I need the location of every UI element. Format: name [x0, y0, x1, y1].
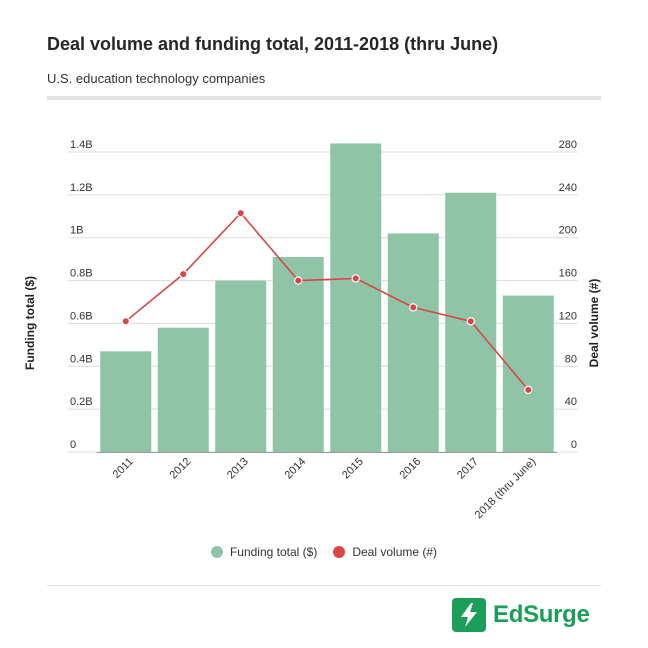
header-divider [47, 96, 601, 100]
x-tick-label: 2018 (thru June) [473, 456, 539, 522]
chart-title: Deal volume and funding total, 2011-2018… [47, 34, 499, 54]
bar-2015 [330, 143, 382, 452]
chart-subtitle: U.S. education technology companies [47, 71, 266, 86]
y-tick-label-left: 0 [70, 439, 76, 451]
deal-point-2018 [524, 385, 533, 395]
bar-2012 [157, 327, 209, 452]
legend-swatch-deals [333, 546, 346, 558]
y-tick-label-right: 200 [559, 225, 577, 237]
deal-point-2013 [236, 208, 245, 218]
y-tick-label-right: 280 [559, 139, 577, 151]
y-tick-label-left: 0.8B [70, 268, 93, 280]
y-tick-label-right: 0 [571, 439, 577, 451]
x-tick-label: 2016 [398, 456, 424, 482]
deal-point-2017 [466, 317, 475, 326]
deal-point-2011 [121, 317, 130, 326]
deal-point-2012 [179, 269, 188, 279]
legend-label-funding: Funding total ($) [229, 545, 318, 559]
edsurge-bolt-icon [452, 598, 486, 632]
y-axis-label-right: Deal volume (#) [587, 278, 601, 368]
y-tick-label-left: 0.2B [70, 396, 93, 408]
y-tick-label-left: 1.4B [70, 139, 93, 151]
bar-2014 [272, 257, 324, 452]
y-tick-label-left: 1.2B [70, 182, 93, 194]
x-tick-label: 2012 [168, 456, 194, 482]
legend-swatch-funding [210, 546, 223, 558]
legend-item-deals: Deal volume (#) [333, 545, 437, 559]
y-tick-label-right: 240 [559, 182, 577, 194]
y-tick-label-left: 1B [70, 225, 83, 237]
footer-divider [47, 585, 601, 586]
deal-point-2015 [351, 274, 360, 283]
bar-2013 [215, 280, 267, 452]
deal-volume-line [125, 211, 529, 391]
brand-logo: EdSurge [452, 598, 590, 632]
deal-point-2014 [294, 276, 303, 285]
brand-name: EdSurge [493, 601, 590, 628]
y-axis-label-left: Funding total ($) [23, 276, 37, 370]
y-tick-label-right: 40 [565, 396, 577, 408]
deal-point-2016 [409, 303, 418, 312]
bar-2011 [100, 351, 152, 452]
y-tick-label-right: 80 [565, 353, 577, 365]
legend-label-deals: Deal volume (#) [352, 545, 438, 559]
y-tick-label-right: 120 [559, 310, 577, 322]
x-tick-label: 2011 [111, 456, 136, 481]
y-tick-label-right: 160 [559, 268, 577, 280]
combo-chart: 0 0.2B 0.4B 0.6B 0.8B 1B 1.2B 1.4B 0 40 80 120 160 20… [68, 139, 578, 522]
x-tick-label: 2017 [455, 456, 481, 482]
chart-legend: Funding total ($) Deal volume (#) [0, 545, 648, 559]
x-tick-label: 2014 [283, 456, 309, 482]
x-tick-label: 2015 [340, 456, 366, 482]
legend-item-funding: Funding total ($) [210, 545, 318, 559]
x-tick-label: 2013 [225, 456, 251, 482]
bar-2018 [502, 295, 554, 452]
y-tick-label-left: 0.4B [70, 353, 93, 365]
y-tick-label-left: 0.6B [70, 310, 93, 322]
bar-2016 [387, 233, 439, 452]
